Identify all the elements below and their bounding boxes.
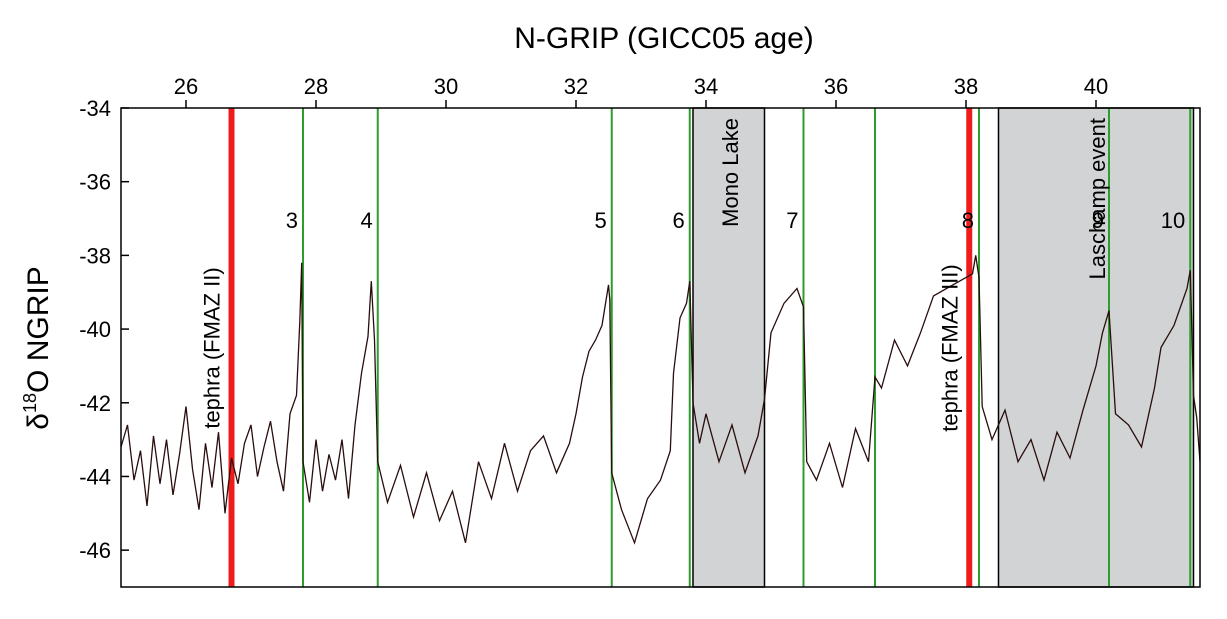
shaded-regions (692, 107, 1195, 588)
y-tick-label: -40 (79, 317, 111, 342)
annotations: Mono Lake Laschamp event 3 4 5 6 7 8 9 10 tephra (… (200, 118, 1186, 432)
y-axis-label-sup: 18 (20, 393, 40, 413)
x-tick-label: 38 (954, 74, 978, 99)
event-label: 10 (1161, 208, 1185, 233)
event-label: 3 (286, 208, 298, 233)
tephra-label: tephra (FMAZ III) (937, 264, 962, 431)
y-tick-label: -46 (79, 538, 111, 563)
chart-title: N-GRIP (GICC05 age) (514, 22, 814, 55)
x-axis: 26 28 30 32 34 36 38 40 (174, 74, 1108, 108)
series-line (120, 255, 1201, 545)
event-label: 9 (1092, 208, 1104, 233)
x-tick-label: 26 (174, 74, 198, 99)
y-axis: -34 -36 -38 -40 -42 -44 -46 (79, 96, 129, 563)
y-tick-label: -42 (79, 391, 111, 416)
event-label: 6 (673, 208, 685, 233)
shaded-region-label: Laschamp event (1085, 118, 1110, 279)
y-axis-label: δ18O NGRIP (20, 266, 55, 429)
shaded-region (692, 107, 766, 588)
event-label: 4 (361, 208, 373, 233)
x-tick-label: 32 (564, 74, 588, 99)
event-label: 5 (595, 208, 607, 233)
tephra-label: tephra (FMAZ II) (200, 267, 225, 428)
x-tick-label: 34 (694, 74, 718, 99)
x-tick-label: 36 (824, 74, 848, 99)
x-tick-label: 28 (304, 74, 328, 99)
y-axis-label-rest: O NGRIP (22, 266, 55, 393)
y-tick-label: -34 (79, 96, 111, 121)
shaded-region-label: Mono Lake (718, 118, 743, 227)
event-label: 8 (962, 208, 974, 233)
x-tick-label: 40 (1084, 74, 1108, 99)
y-axis-label-main: δ (22, 413, 55, 430)
y-tick-label: -38 (79, 243, 111, 268)
event-label: 7 (786, 208, 798, 233)
y-tick-label: -44 (79, 464, 111, 489)
marker-lines (228, 108, 1192, 587)
y-tick-label: -36 (79, 170, 111, 195)
plot-frame (120, 107, 1201, 588)
x-tick-label: 30 (434, 74, 458, 99)
